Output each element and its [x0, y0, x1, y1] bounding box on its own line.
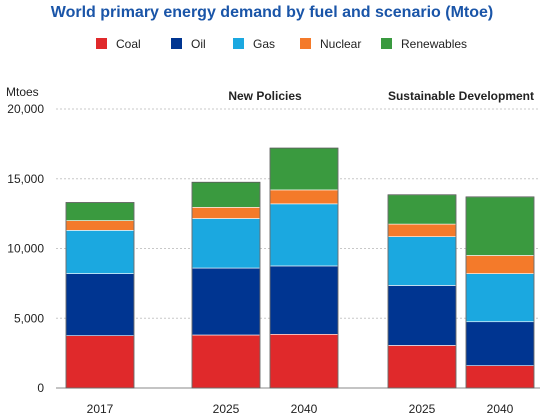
bar-segment-gas	[65, 230, 135, 274]
bar-segment-renewables	[269, 147, 339, 191]
legend-label-renewables: Renewables	[401, 37, 467, 51]
bars	[65, 147, 535, 389]
scenario-label-sustainable-development: Sustainable Development	[388, 89, 534, 103]
bar-segment-oil	[465, 321, 535, 366]
legend-swatch-oil	[171, 38, 182, 49]
scenario-labels: New Policies Sustainable Development	[228, 89, 534, 103]
bar-segment-gas	[269, 203, 339, 267]
y-axis-ticks: 0 5,000 10,000 15,000 20,000	[7, 102, 44, 395]
y-tick-label: 0	[37, 381, 44, 395]
y-tick-label: 10,000	[7, 242, 44, 256]
y-tick-label: 20,000	[7, 102, 44, 116]
bar-segment-coal	[387, 345, 457, 389]
bar-segment-renewables	[387, 194, 457, 225]
y-tick-label: 5,000	[14, 311, 44, 325]
legend-label-oil: Oil	[191, 37, 206, 51]
scenario-label-new-policies: New Policies	[228, 89, 302, 103]
legend-swatch-gas	[233, 38, 244, 49]
bar-segment-nuclear	[65, 220, 135, 231]
bar-segment-coal	[465, 365, 535, 389]
legend: Coal Oil Gas Nuclear Renewables	[96, 37, 467, 51]
bar-segment-gas	[191, 218, 261, 269]
bar-segment-oil	[387, 285, 457, 346]
bar-segment-coal	[65, 335, 135, 389]
legend-swatch-renewables	[381, 38, 392, 49]
bar-segment-oil	[269, 265, 339, 335]
x-tick-label: 2025	[213, 402, 240, 416]
legend-label-gas: Gas	[253, 37, 275, 51]
legend-label-nuclear: Nuclear	[320, 37, 361, 51]
bar-outline	[465, 196, 535, 389]
bar-segment-nuclear	[269, 189, 339, 205]
legend-swatch-nuclear	[300, 38, 311, 49]
y-axis-unit: Mtoes	[6, 85, 39, 99]
x-tick-label: 2040	[291, 402, 318, 416]
bar-segment-nuclear	[191, 207, 261, 219]
x-tick-label: 2017	[87, 402, 114, 416]
bar-segment-coal	[269, 333, 339, 389]
x-tick-label: 2040	[487, 402, 514, 416]
bar-segment-renewables	[191, 181, 261, 208]
bar-segment-oil	[65, 273, 135, 336]
y-tick-label: 15,000	[7, 172, 44, 186]
bar-segment-coal	[191, 334, 261, 389]
bar-outline	[65, 202, 135, 389]
bar-segment-gas	[387, 236, 457, 286]
legend-swatch-coal	[96, 38, 107, 49]
bar-segment-nuclear	[387, 223, 457, 237]
bar-outline	[269, 147, 339, 389]
chart-title: World primary energy demand by fuel and …	[51, 4, 493, 21]
legend-label-coal: Coal	[116, 37, 141, 51]
x-axis-labels: 2017 2025 2040 2025 2040	[87, 402, 514, 416]
bar-segment-renewables	[465, 196, 535, 256]
bar-outline	[191, 181, 261, 389]
x-tick-label: 2025	[409, 402, 436, 416]
bar-segment-oil	[191, 267, 261, 336]
bar-segment-gas	[465, 273, 535, 323]
bar-segment-renewables	[65, 202, 135, 221]
bar-segment-nuclear	[465, 255, 535, 274]
bar-outline	[387, 194, 457, 389]
